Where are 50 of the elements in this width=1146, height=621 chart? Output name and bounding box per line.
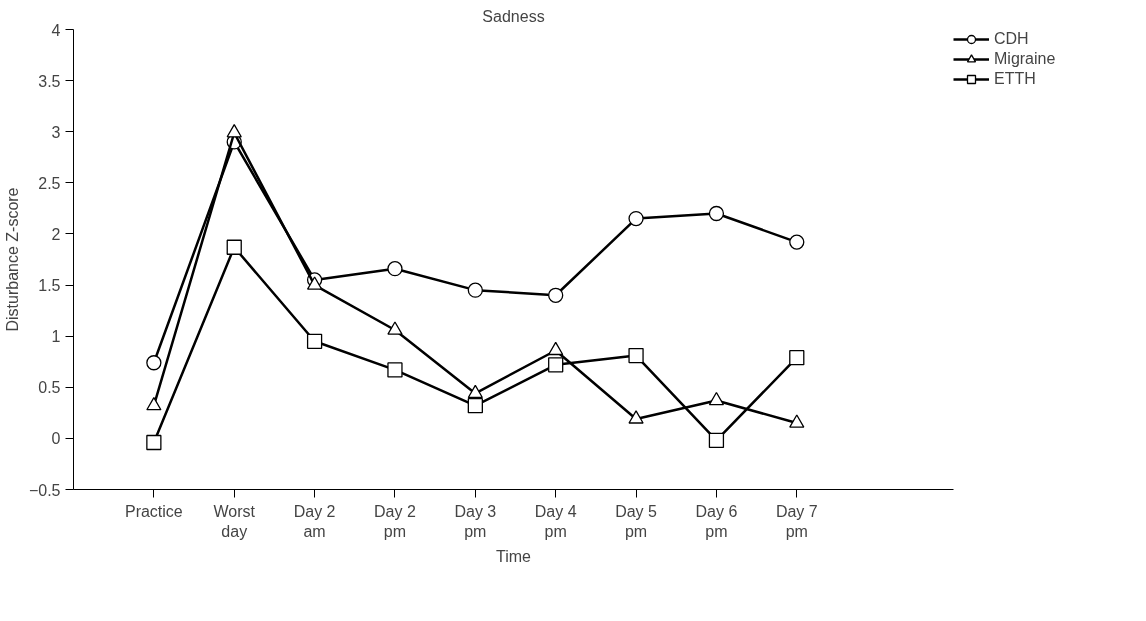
point: [467, 384, 483, 399]
point: [467, 282, 483, 298]
point: [708, 432, 725, 449]
point: [628, 347, 644, 364]
x-tick-label: Day 2 am: [293, 502, 336, 540]
point: [467, 398, 483, 414]
point: [548, 341, 564, 356]
y-tick-label: 4: [51, 21, 61, 39]
point: [789, 349, 805, 366]
point: [146, 434, 162, 451]
point: [387, 362, 403, 378]
point: [628, 410, 644, 424]
x-tick-label: Day 5 pm: [615, 502, 658, 540]
legend-label: Migraine: [994, 50, 1056, 68]
x-tick-label: Day 4 pm: [534, 502, 577, 540]
legend-label: CDH: [994, 30, 1029, 48]
point: [306, 276, 323, 290]
point: [708, 391, 725, 406]
x-tick-label: Day 6 pm: [695, 502, 738, 540]
point: [789, 234, 805, 250]
point: [306, 333, 323, 349]
legend-label: ETTH: [994, 70, 1036, 88]
x-tick-label: Day 2 pm: [374, 502, 416, 540]
y-tick-label: 1.5: [38, 277, 61, 295]
y-tick-label: 1: [51, 328, 61, 346]
y-tick-label: 3.5: [38, 72, 61, 90]
y-tick-label: 2: [51, 225, 61, 243]
point: [789, 414, 805, 428]
y-tick-label: 2.5: [38, 174, 61, 192]
point: [387, 261, 403, 277]
point: [146, 396, 162, 411]
point: [708, 205, 725, 222]
point: [226, 124, 242, 138]
y-tick-label: 0: [51, 430, 61, 448]
point: [226, 239, 242, 255]
x-tick-label: Day 3 pm: [454, 502, 497, 540]
x-tick-label: Day 7 pm: [775, 502, 818, 540]
chart-title: Sadness: [482, 7, 545, 25]
x-axis-title: Time: [496, 547, 532, 565]
x-tick-label: Worst day: [213, 502, 256, 540]
point: [548, 287, 564, 303]
point: [548, 357, 564, 373]
y-axis-title: Disturbance Z-score: [3, 187, 21, 332]
y-tick-label: 3: [51, 123, 61, 141]
point: [628, 210, 644, 227]
y-tick-label: −0.5: [28, 481, 61, 499]
x-tick-label: Practice: [124, 502, 183, 520]
point: [146, 355, 162, 371]
y-tick-label: 0.5: [38, 379, 61, 397]
point: [387, 321, 403, 335]
